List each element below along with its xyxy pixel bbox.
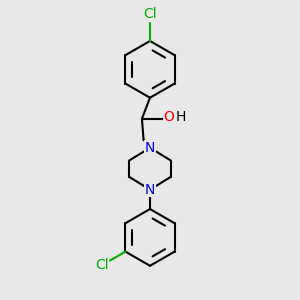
Text: Cl: Cl [95,258,109,272]
Text: O: O [163,110,174,124]
Text: H: H [176,110,186,124]
Text: N: N [145,183,155,197]
Text: Cl: Cl [143,7,157,21]
Text: N: N [145,141,155,155]
